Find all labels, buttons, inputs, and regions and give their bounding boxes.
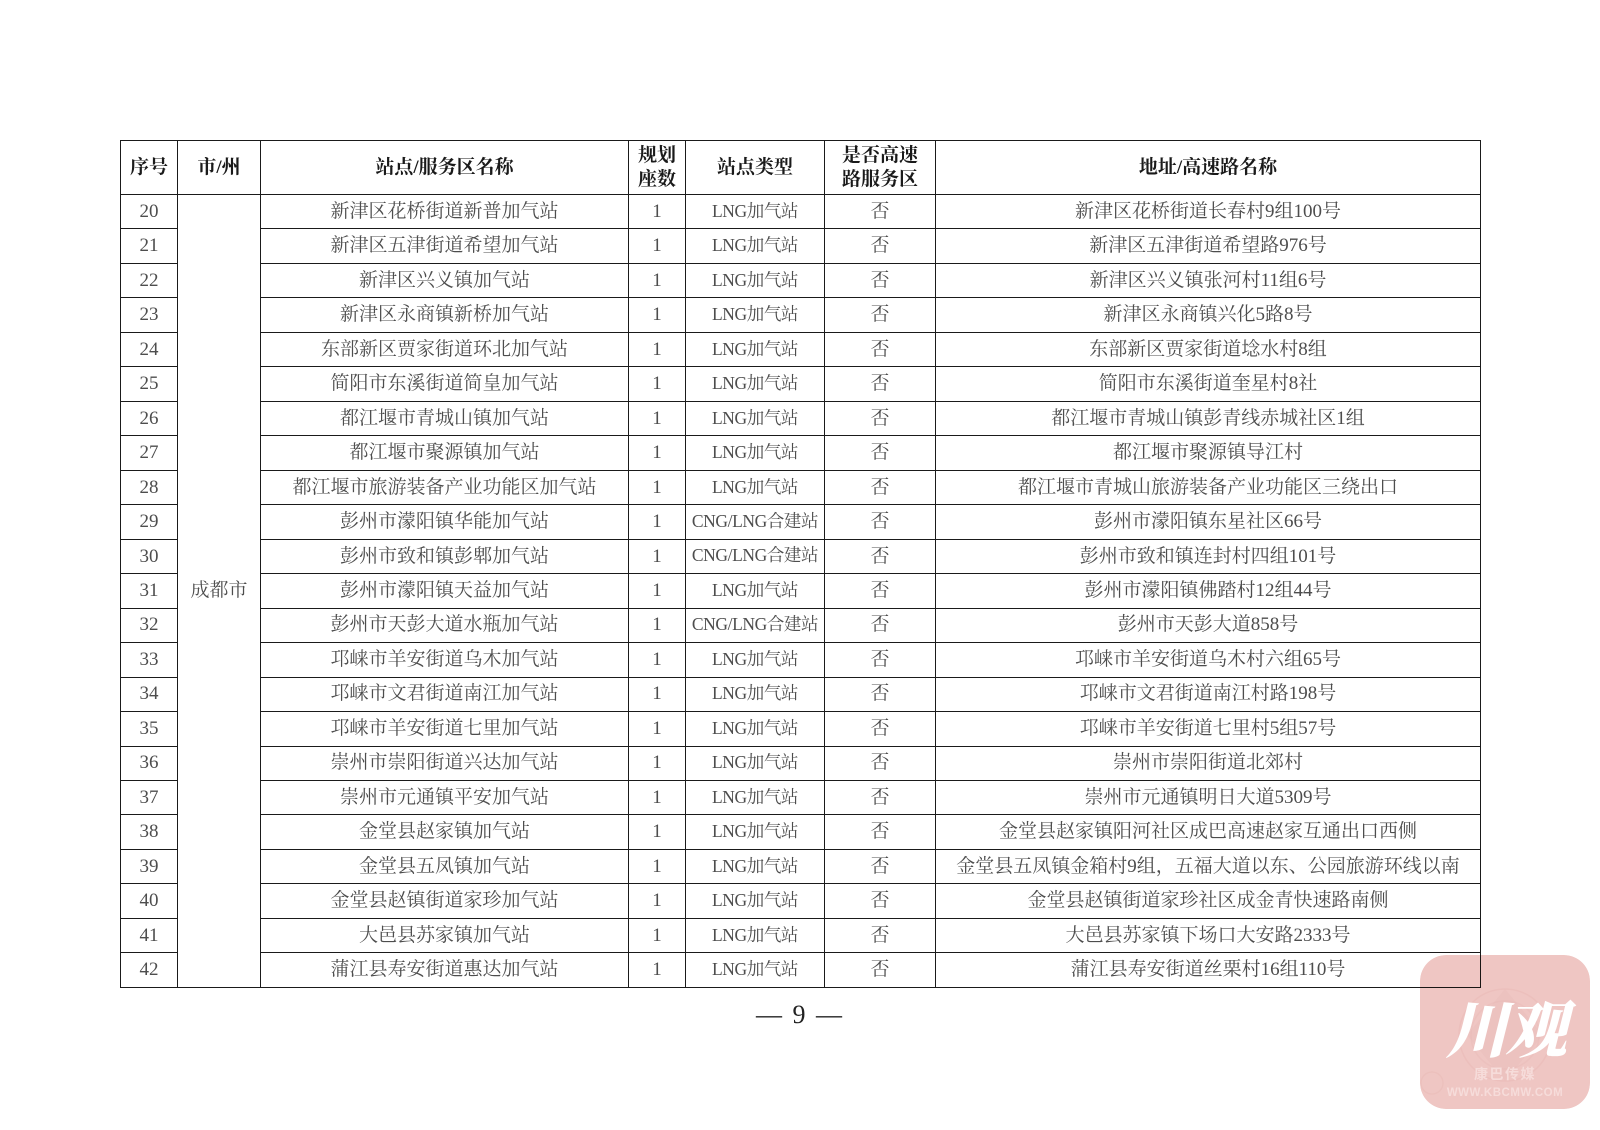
svg-text:WWW.KBCMW.COM: WWW.KBCMW.COM (1447, 1087, 1563, 1099)
svg-text:川观: 川观 (1445, 981, 1577, 1070)
